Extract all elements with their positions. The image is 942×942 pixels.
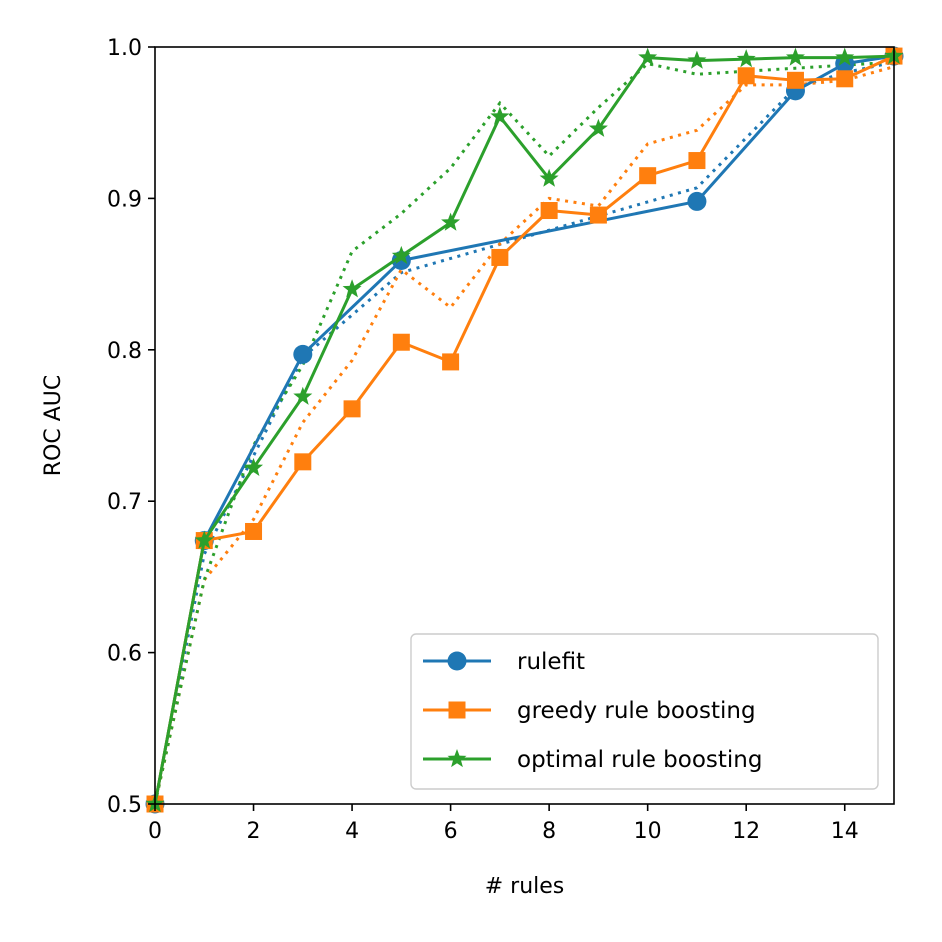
legend-item-1: rulefit — [423, 649, 585, 675]
data-point — [343, 400, 361, 418]
legend-box — [410, 633, 879, 790]
x-tick-label: 12 — [732, 819, 760, 844]
x-axis: 0 2 4 6 8 10 12 14 — [148, 804, 859, 844]
legend-swatch-marker — [447, 651, 467, 671]
y-tick-label: 0.5 — [107, 793, 142, 818]
legend-swatch-marker — [448, 701, 466, 719]
data-point — [194, 530, 214, 549]
data-point — [687, 191, 707, 211]
legend-swatch-marker — [447, 749, 467, 768]
data-point — [441, 212, 461, 231]
data-point — [835, 47, 855, 66]
dotted-series-line-3 — [153, 60, 895, 805]
legend-item-3: optimal rule boosting — [423, 747, 762, 773]
data-point — [589, 206, 607, 224]
data-point — [588, 118, 608, 137]
data-point — [392, 333, 410, 351]
series-2 — [146, 47, 903, 813]
data-point — [293, 344, 313, 364]
data-point — [293, 386, 313, 405]
data-point — [539, 168, 559, 187]
data-point — [342, 279, 362, 298]
series-layer — [145, 46, 904, 814]
legend-item-2: greedy rule boosting — [423, 698, 756, 724]
legend-items: rulefit greedy rule boosting optimal rule … — [423, 649, 762, 773]
y-axis-label: ROC AUC — [41, 375, 66, 476]
y-axis: 0.5 0.6 0.7 0.8 0.9 1.0 — [107, 36, 155, 818]
data-point — [490, 106, 510, 125]
x-tick-label: 2 — [247, 819, 261, 844]
data-point — [294, 453, 312, 471]
y-tick-label: 1.0 — [107, 36, 142, 61]
data-point — [638, 47, 658, 66]
x-tick-label: 14 — [831, 819, 859, 844]
data-point — [442, 353, 460, 371]
x-axis-label: # rules — [485, 874, 565, 899]
legend-label: optimal rule boosting — [517, 747, 762, 773]
series-line — [153, 54, 895, 805]
dotted-series-line-2 — [153, 65, 895, 805]
x-tick-label: 4 — [345, 819, 359, 844]
data-point — [244, 457, 264, 476]
data-point — [491, 248, 509, 266]
legend: rulefit greedy rule boosting optimal rule … — [410, 633, 879, 790]
legend-label: rulefit — [517, 649, 585, 675]
data-point — [687, 50, 707, 69]
x-tick-label: 8 — [542, 819, 556, 844]
y-tick-label: 0.7 — [107, 490, 142, 515]
data-point — [736, 49, 756, 68]
data-point — [836, 70, 854, 88]
data-point — [245, 522, 263, 540]
data-point — [785, 47, 805, 66]
series-line — [153, 54, 895, 805]
y-tick-label: 0.9 — [107, 187, 142, 212]
data-point — [688, 152, 706, 170]
data-point — [737, 67, 755, 85]
data-point — [391, 245, 411, 265]
data-point — [540, 202, 558, 220]
data-point — [639, 167, 657, 185]
x-tick-label: 0 — [148, 819, 162, 844]
y-tick-label: 0.6 — [107, 642, 142, 667]
legend-label: greedy rule boosting — [517, 698, 756, 724]
data-point — [786, 71, 804, 89]
plot-frame — [154, 46, 895, 805]
x-tick-label: 10 — [634, 819, 662, 844]
x-tick-label: 6 — [444, 819, 458, 844]
y-tick-label: 0.8 — [107, 339, 142, 364]
